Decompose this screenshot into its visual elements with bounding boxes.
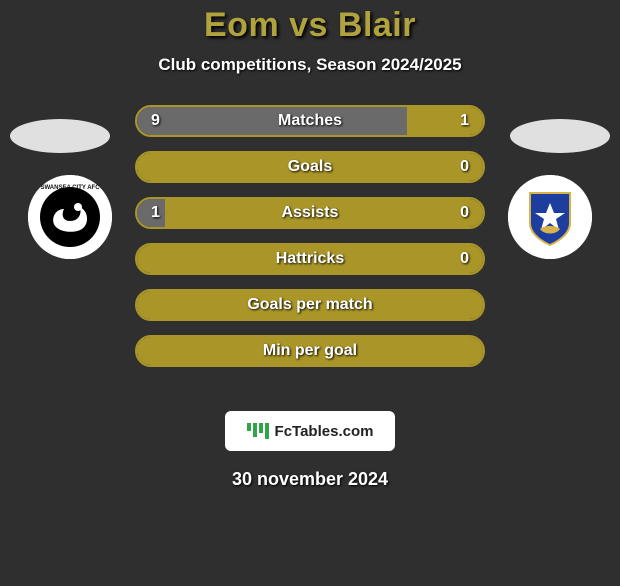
subtitle: Club competitions, Season 2024/2025 [0,55,620,75]
stat-bars: 91Matches 0Goals 10Assists 0Hattricks Goals … [135,105,485,381]
club-crest-left: SWANSEA CITY AFC [28,175,112,259]
club-crest-right [508,175,592,259]
player-silhouette-right [510,119,610,153]
stat-bar-segment-left [137,199,165,227]
stat-bar-segment-right [137,291,483,319]
branding-bars-icon [247,423,269,439]
stat-bar-segment-right [137,337,483,365]
stat-bar: 91Matches [135,105,485,137]
stat-bar-segment-right [137,153,483,181]
stat-bar-segment-right [137,245,483,273]
branding-badge: FcTables.com [225,411,395,451]
stat-bar: 10Assists [135,197,485,229]
swansea-crest-icon: SWANSEA CITY AFC [28,175,112,259]
player-silhouette-left [10,119,110,153]
stat-bar-segment-right [165,199,483,227]
stat-bar: 0Goals [135,151,485,183]
stat-bar: Min per goal [135,335,485,367]
stat-bar: 0Hattricks [135,243,485,275]
page-title: Eom vs Blair [0,6,620,45]
stat-bar-segment-right [407,107,483,135]
portsmouth-crest-icon [508,175,592,259]
stat-bar: Goals per match [135,289,485,321]
comparison-area: SWANSEA CITY AFC 91Matches 0Goals 10Assist… [0,105,620,405]
stat-bar-segment-left [137,107,407,135]
branding-text: FcTables.com [275,423,374,440]
date-label: 30 november 2024 [0,469,620,490]
svg-text:SWANSEA CITY AFC: SWANSEA CITY AFC [40,185,100,191]
